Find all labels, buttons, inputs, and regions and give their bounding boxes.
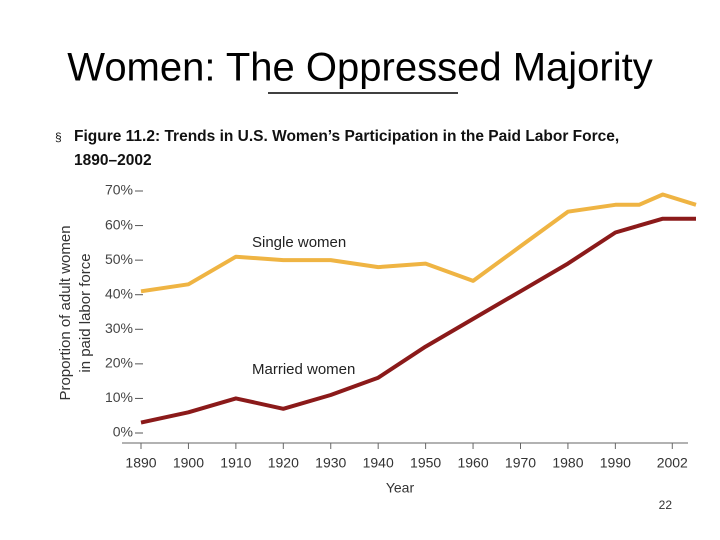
x-tick-label: 1930 [315, 455, 346, 471]
x-tick-label: 1900 [173, 455, 204, 471]
x-tick-label: 1980 [552, 455, 583, 471]
y-tick-label: 70% [105, 182, 133, 198]
series-label: Single women [252, 234, 346, 251]
x-tick-label: 1960 [457, 455, 488, 471]
y-tick-label: 20% [105, 355, 133, 371]
bullet-marker: § [55, 130, 62, 144]
x-axis-label: Year [386, 480, 415, 496]
y-tick-label: 0% [113, 424, 133, 440]
x-tick-label: 1950 [410, 455, 441, 471]
x-tick-label: 1990 [600, 455, 631, 471]
series-line [140, 192, 697, 294]
x-tick-label: 1910 [220, 455, 251, 471]
y-tick-label: 30% [105, 320, 133, 336]
x-tick-label: 1920 [268, 455, 299, 471]
series-label: Married women [252, 361, 355, 378]
y-axis-label: Proportion of adult women [57, 225, 74, 400]
slide-title: Women: The Oppressed Majority [67, 46, 652, 90]
y-axis-label: in paid labor force [77, 253, 94, 372]
x-tick-label: 1970 [505, 455, 536, 471]
x-tick-label: 1890 [125, 455, 156, 471]
y-tick-label: 40% [105, 285, 133, 301]
series-line [140, 216, 696, 425]
x-tick-label: 2002 [657, 455, 688, 471]
y-tick-label: 50% [105, 251, 133, 267]
y-tick-label: 10% [105, 389, 133, 405]
page-number: 22 [659, 498, 673, 512]
y-tick-label: 60% [105, 216, 133, 232]
bullet-text: Figure 11.2: Trends in U.S. Women’s Part… [74, 128, 620, 169]
x-tick-label: 1940 [363, 455, 394, 471]
